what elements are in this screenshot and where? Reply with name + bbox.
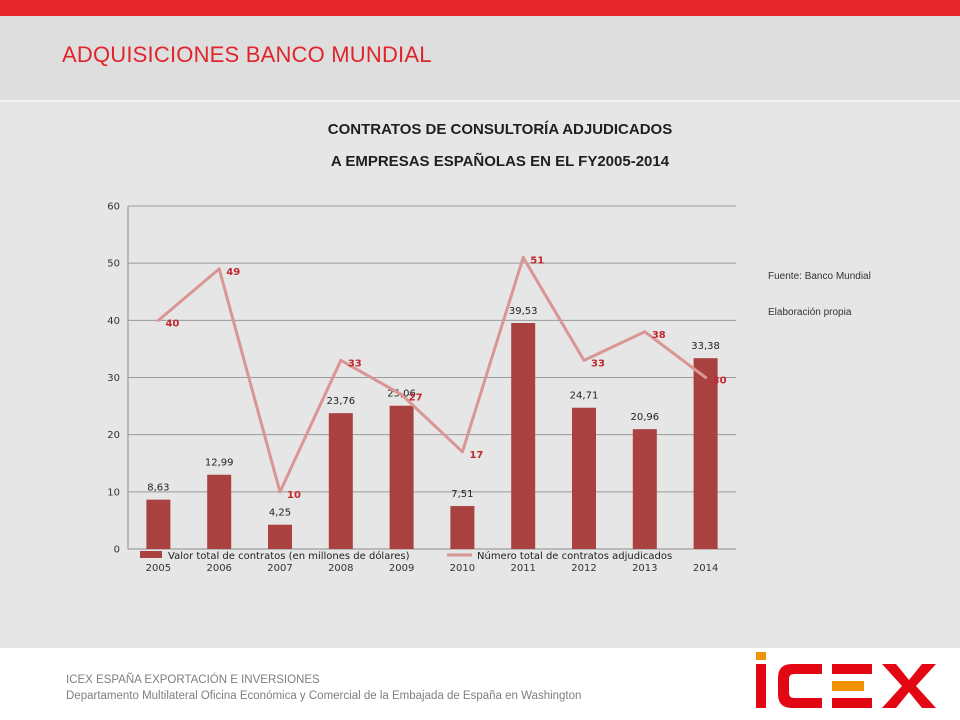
y-tick-label: 60: [107, 202, 120, 213]
line-value-label: 33: [591, 358, 605, 369]
x-tick-label: 2014: [693, 563, 718, 574]
x-tick-label: 2009: [389, 563, 414, 574]
y-tick-label: 50: [107, 259, 120, 270]
bar: [207, 474, 232, 549]
source-note: Fuente: Banco Mundial: [768, 271, 871, 282]
x-tick-label: 2013: [632, 563, 657, 574]
legend-bar-swatch: [140, 551, 162, 558]
x-tick-label: 2006: [206, 563, 231, 574]
icex-logo: [756, 652, 936, 708]
bar: [450, 506, 475, 549]
bar-value-label: 7,51: [451, 489, 473, 500]
bar: [572, 407, 596, 549]
line-series: [157, 255, 707, 494]
bar-value-label: 12,99: [205, 458, 234, 469]
line-value-label: 38: [652, 330, 666, 341]
bar: [146, 499, 171, 549]
line-point: [643, 330, 647, 334]
chart-title-line-1: CONTRATOS DE CONSULTORÍA ADJUDICADOS: [327, 121, 673, 138]
line-value-label: 40: [165, 318, 179, 329]
y-tick-label: 20: [107, 430, 120, 441]
line-value-label: 17: [469, 450, 483, 461]
line-value-label: 30: [713, 376, 727, 387]
bar: [389, 405, 414, 549]
bar-value-label: 23,76: [326, 396, 355, 407]
line-point: [278, 490, 282, 494]
bar: [693, 358, 718, 549]
line-point: [704, 376, 708, 379]
bar-value-label: 33,38: [691, 341, 720, 352]
credit-note: Elaboración propia: [768, 307, 852, 318]
bar: [632, 429, 657, 549]
line-point: [339, 358, 343, 362]
legend-line-label: Número total de contratos adjudicados: [477, 550, 672, 562]
bar: [511, 323, 536, 549]
line-value-label: 49: [226, 267, 240, 278]
bar-value-label: 24,71: [570, 391, 599, 402]
line-point: [460, 450, 464, 454]
x-tick-label: 2005: [146, 563, 171, 574]
x-tick-label: 2010: [450, 563, 475, 574]
top-accent-bar: [0, 0, 960, 16]
header-band: [0, 16, 960, 102]
line-value-label: 10: [287, 490, 301, 501]
line-value-label: 33: [348, 358, 362, 369]
y-tick-label: 30: [107, 373, 120, 384]
x-tick-label: 2008: [328, 563, 353, 574]
bar: [268, 524, 292, 549]
y-tick-label: 10: [107, 487, 120, 498]
footer-department: Departamento Multilateral Oficina Económ…: [66, 690, 582, 702]
x-tick-label: 2007: [267, 563, 292, 574]
y-tick-label: 40: [107, 316, 120, 327]
line-point: [217, 267, 221, 271]
line-point: [582, 358, 586, 362]
line-point: [400, 393, 404, 397]
bar-value-label: 20,96: [630, 412, 659, 423]
line-value-label: 51: [530, 255, 544, 266]
bar-value-label: 8,63: [147, 483, 169, 494]
line-point: [156, 318, 160, 322]
x-tick-label: 2012: [571, 563, 596, 574]
page-title: ADQUISICIONES BANCO MUNDIAL: [62, 42, 432, 67]
y-tick-label: 0: [114, 545, 120, 556]
bar-value-label: 4,25: [269, 508, 291, 519]
footer-organization: ICEX ESPAÑA EXPORTACIÓN E INVERSIONES: [66, 674, 320, 686]
line-value-label: 27: [409, 393, 423, 404]
chart-title-line-2: A EMPRESAS ESPAÑOLAS EN EL FY2005-2014: [330, 153, 670, 170]
line-point: [521, 255, 525, 259]
combo-chart: 01020304050608,6312,994,2523,7625,067,51…: [107, 202, 736, 574]
bar: [328, 413, 353, 549]
bar-value-label: 39,53: [509, 306, 538, 317]
x-tick-label: 2011: [510, 563, 535, 574]
legend-bar-label: Valor total de contratos (en millones de…: [168, 550, 410, 562]
